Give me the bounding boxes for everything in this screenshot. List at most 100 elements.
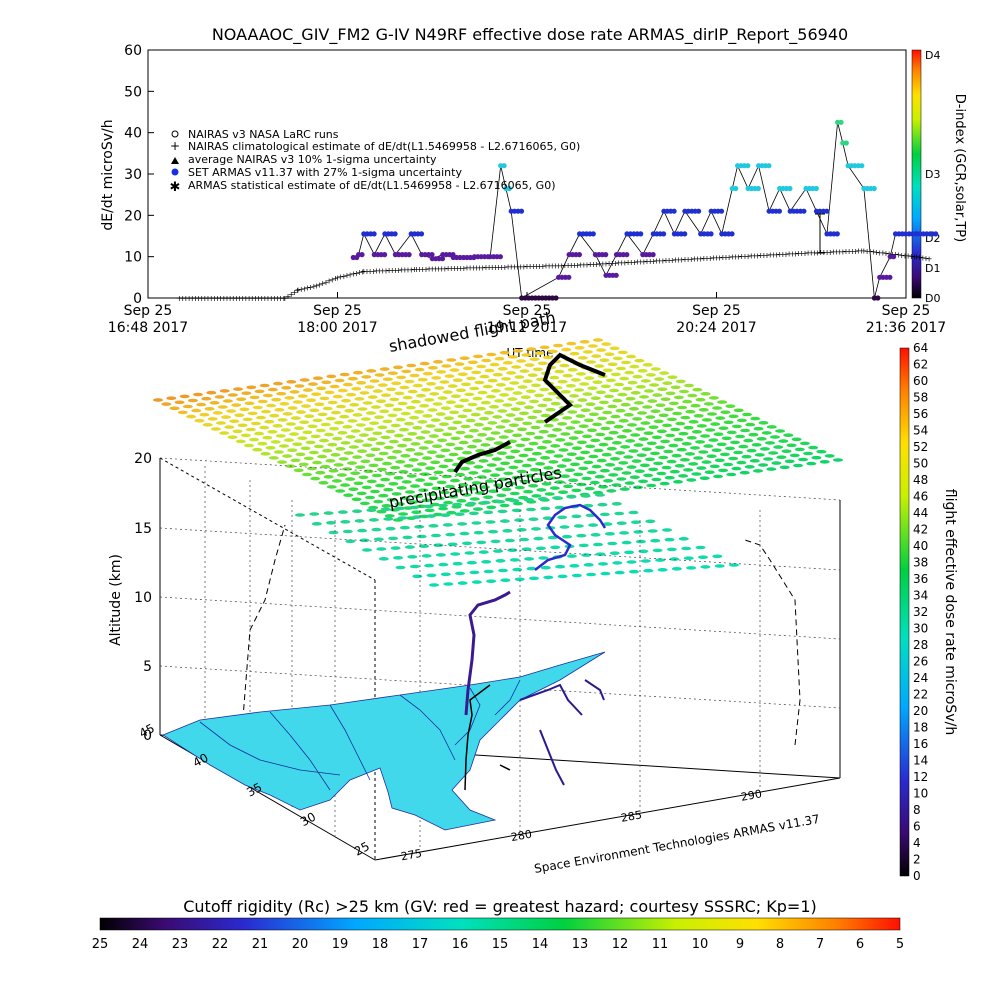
svg-text:✱: ✱ xyxy=(170,180,181,195)
nairas-climatological-point: + xyxy=(584,260,591,269)
dose-field-cell xyxy=(751,443,762,447)
dose-field-cell xyxy=(615,408,626,413)
dose-field-cell xyxy=(714,458,725,463)
dose-field-cell xyxy=(517,427,528,432)
dose-field-cell xyxy=(585,444,596,449)
dose-field-cell xyxy=(393,433,404,438)
dose-field-cell xyxy=(485,479,495,483)
nairas-climatological-point: + xyxy=(533,262,540,271)
dose-field-cell xyxy=(572,404,583,408)
dose-field-cell xyxy=(560,432,571,436)
nairas-climatological-point: + xyxy=(902,251,909,260)
dose-field-cell xyxy=(678,431,689,436)
dose-field-cell xyxy=(447,426,458,431)
dose-field-cell xyxy=(536,488,547,492)
dose-field-cell xyxy=(320,464,331,469)
nairas-climatological-point: + xyxy=(179,294,186,303)
dose-field-cell xyxy=(315,470,326,475)
dose-field-cell xyxy=(598,485,609,489)
dose-field-cell xyxy=(466,487,477,491)
dose-field-cell xyxy=(509,381,520,385)
dose-field-cell xyxy=(375,441,386,446)
colorbar-tick-label: 60 xyxy=(913,374,928,388)
dose-field-cell xyxy=(658,455,669,460)
dose-field-cell xyxy=(511,508,522,513)
nairas-climatological-point: + xyxy=(716,253,723,262)
dose-field-cell xyxy=(532,409,543,414)
dose-field-cell xyxy=(640,559,651,563)
dose-field-cell xyxy=(321,380,332,385)
dose-field-cell xyxy=(410,399,421,404)
dose-field-cell xyxy=(403,464,414,468)
dose-field-cell xyxy=(385,526,396,531)
dose-field-cell xyxy=(669,557,680,561)
dose-field-cell xyxy=(553,343,563,348)
nairas-climatological-point: + xyxy=(805,249,812,258)
nairas-climatological-point: + xyxy=(824,248,831,257)
dose-field-cell xyxy=(436,480,447,485)
dose-field-cell xyxy=(629,569,639,574)
nairas-climatological-point: + xyxy=(761,251,768,260)
dose-field-cell xyxy=(512,567,523,572)
dose-field-cell xyxy=(338,457,349,461)
dose-field-cell xyxy=(607,541,618,546)
dose-field-cell xyxy=(379,367,390,371)
dose-field-cell xyxy=(409,505,420,510)
x-tick-time: 18:00 2017 xyxy=(297,320,377,336)
colorbar-tick-label: 34 xyxy=(913,589,928,603)
armas-point xyxy=(429,252,435,258)
nairas-climatological-point: + xyxy=(460,264,467,273)
nairas-climatological-point: + xyxy=(370,267,377,276)
dose-field-cell xyxy=(357,528,368,533)
dose-field-cell xyxy=(411,515,422,519)
dose-field-cell xyxy=(452,420,463,425)
dose-field-cell xyxy=(382,419,393,424)
dose-field-cell xyxy=(358,475,369,480)
dose-field-cell xyxy=(352,509,363,513)
dose-field-cell xyxy=(239,407,250,412)
dose-field-cell xyxy=(245,427,256,432)
dose-field-cell xyxy=(279,402,290,406)
dose-field-cell xyxy=(406,363,417,368)
dose-field-cell xyxy=(309,408,320,413)
dose-field-cell xyxy=(465,418,476,423)
dose-field-cell xyxy=(624,481,635,485)
dose-field-cell xyxy=(416,462,427,466)
armas-point xyxy=(661,231,667,237)
dose-field-cell xyxy=(450,394,461,399)
dose-field-cell xyxy=(691,430,702,434)
nairas-climatological-point: + xyxy=(360,267,367,276)
dose-field-cell xyxy=(740,428,751,433)
dose-field-cell xyxy=(588,454,599,459)
dose-field-cell xyxy=(368,518,379,522)
dose-field-cell xyxy=(536,445,547,450)
dose-field-cell xyxy=(623,413,634,417)
dose-field-cell xyxy=(428,476,439,481)
x-tick-time: 16:48 2017 xyxy=(108,320,188,336)
dose-field-cell xyxy=(204,407,215,411)
nairas-climatological-point: + xyxy=(211,294,218,303)
nairas-climatological-point: + xyxy=(392,266,399,275)
nairas-climatological-point: + xyxy=(659,256,666,265)
nairas-climatological-point: + xyxy=(916,253,923,262)
dose-field-cell xyxy=(335,447,346,451)
dose-field-cell xyxy=(361,375,372,379)
dose-field-cell xyxy=(319,396,330,401)
dose-field-cell xyxy=(717,400,728,404)
dose-field-cell xyxy=(695,440,706,444)
d-index-colorbar xyxy=(911,49,922,299)
dose-field-cell xyxy=(387,455,397,460)
x-tick-date: Sep 25 xyxy=(313,303,362,319)
armas-point xyxy=(603,252,609,258)
dose-field-cell xyxy=(585,402,596,407)
dose-field-cell xyxy=(308,450,319,455)
dose-field-cell xyxy=(445,532,456,537)
dose-field-cell xyxy=(409,415,420,420)
dose-field-cell xyxy=(702,418,712,422)
dose-field-cell xyxy=(791,437,802,442)
nairas-climatological-point: + xyxy=(470,264,477,273)
dose-field-cell xyxy=(799,441,810,446)
flight-path-high xyxy=(453,352,606,474)
dose-field-cell xyxy=(649,383,660,387)
dose-field-cell xyxy=(402,395,413,400)
